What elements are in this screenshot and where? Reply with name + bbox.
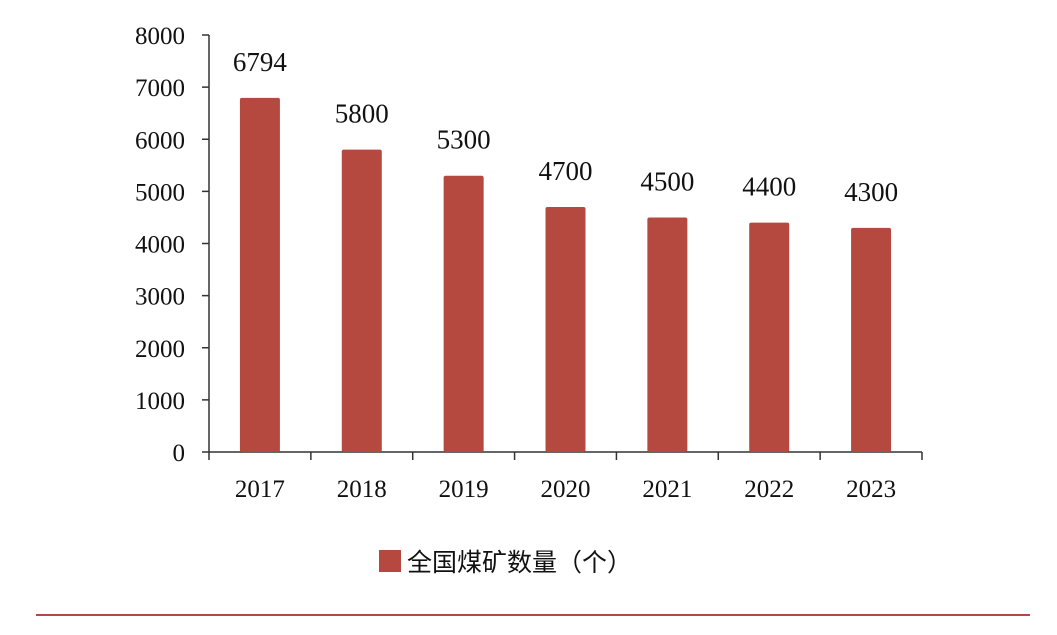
y-tick-label: 5000 bbox=[135, 179, 185, 206]
bar bbox=[749, 222, 790, 452]
y-tick-label: 2000 bbox=[135, 336, 185, 363]
bar bbox=[239, 97, 280, 453]
x-tick-label: 2019 bbox=[439, 476, 489, 503]
y-tick-label: 3000 bbox=[135, 284, 185, 311]
x-tick-label: 2022 bbox=[744, 476, 794, 503]
data-label: 6794 bbox=[233, 47, 288, 77]
bar bbox=[851, 227, 892, 452]
legend-swatch bbox=[379, 550, 401, 572]
data-label: 5300 bbox=[437, 125, 491, 155]
x-tick-label: 2020 bbox=[541, 476, 591, 503]
x-tick-label: 2021 bbox=[642, 476, 692, 503]
data-label: 4700 bbox=[539, 156, 593, 186]
bar bbox=[545, 207, 586, 452]
y-tick-label: 6000 bbox=[135, 127, 185, 154]
y-tick-label: 8000 bbox=[135, 23, 185, 50]
data-label: 4500 bbox=[640, 166, 694, 196]
legend-label: 全国煤矿数量（个） bbox=[407, 548, 632, 577]
x-tick-label: 2017 bbox=[235, 476, 285, 503]
bar bbox=[647, 217, 688, 452]
data-label: 5800 bbox=[335, 99, 389, 129]
data-label: 4400 bbox=[742, 172, 796, 202]
y-tick-label: 1000 bbox=[135, 388, 185, 415]
x-tick-label: 2018 bbox=[337, 476, 387, 503]
x-tick-label: 2023 bbox=[846, 476, 896, 503]
legend: 全国煤矿数量（个） bbox=[379, 548, 632, 577]
y-axis: 0 1000 2000 3000 4000 5000 6000 7000 8000 bbox=[135, 23, 210, 467]
data-label: 4300 bbox=[844, 177, 898, 207]
bar bbox=[341, 149, 382, 453]
bar bbox=[443, 175, 484, 453]
y-tick-label: 7000 bbox=[135, 75, 185, 102]
data-labels: 6794 5800 5300 4700 4500 4400 4300 bbox=[233, 47, 898, 207]
y-tick-label: 4000 bbox=[135, 232, 185, 259]
y-tick-label: 0 bbox=[173, 440, 186, 467]
x-axis: 2017 2018 2019 2020 2021 2022 2023 bbox=[208, 451, 923, 503]
bars bbox=[239, 97, 892, 453]
